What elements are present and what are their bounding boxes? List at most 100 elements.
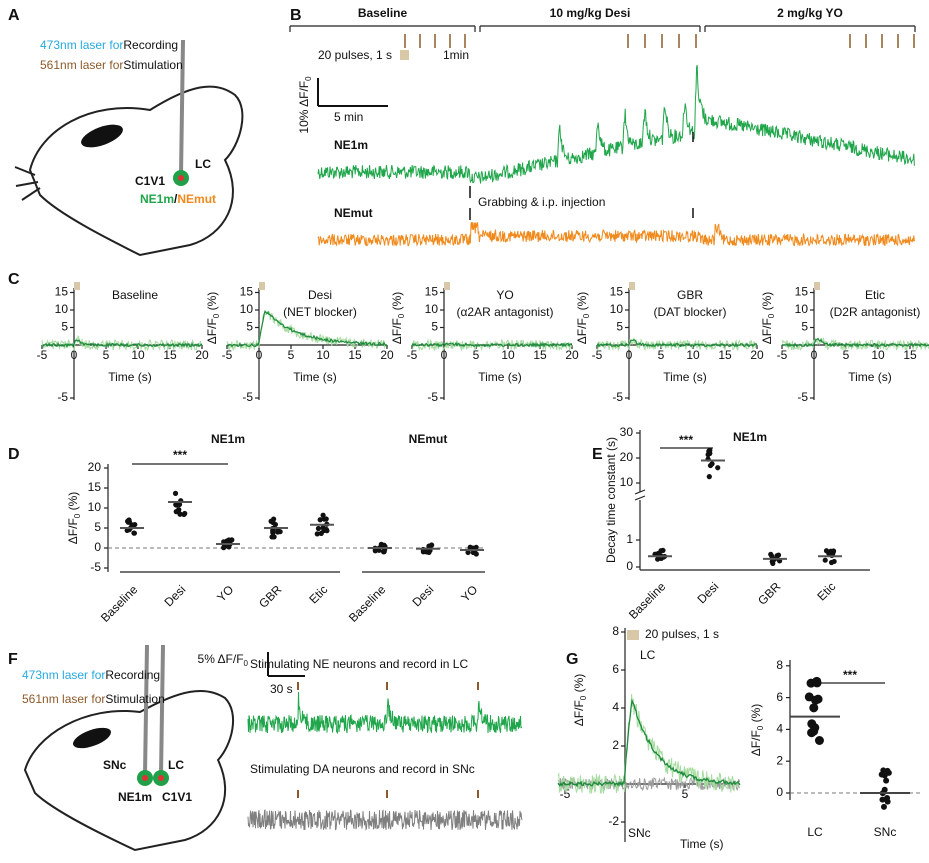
dot bbox=[321, 516, 327, 522]
x-tick-label: 5 bbox=[288, 348, 295, 362]
significance: *** bbox=[173, 448, 187, 462]
dot bbox=[709, 461, 715, 467]
plot-title: Etic bbox=[865, 288, 885, 302]
y-tick-label: 1 bbox=[626, 532, 633, 546]
panel-label: E bbox=[592, 446, 603, 463]
dot bbox=[131, 530, 138, 536]
dot bbox=[814, 735, 824, 745]
text-part: Stimulation bbox=[123, 58, 182, 72]
whiskers bbox=[14, 166, 41, 201]
x-tick-label: 10 bbox=[131, 348, 145, 362]
y-tick-label: 20 bbox=[620, 450, 634, 464]
x-tick-label: LC bbox=[807, 825, 823, 839]
site-label: SNc bbox=[103, 758, 127, 772]
text-part: 0 bbox=[73, 513, 82, 518]
y-tick-label: -5 bbox=[612, 390, 623, 404]
text-part: (%) bbox=[572, 674, 586, 696]
text-part: ΔF/F bbox=[205, 318, 219, 344]
stim-block bbox=[627, 630, 639, 640]
site-core bbox=[158, 775, 164, 781]
text-part: ΔF/F bbox=[749, 730, 763, 756]
scale-label: 5 min bbox=[334, 110, 363, 124]
signal-trace bbox=[411, 341, 573, 348]
site-label: LC bbox=[168, 758, 184, 772]
dot bbox=[182, 510, 188, 517]
text-part: NE1m bbox=[140, 192, 174, 206]
x-tick-label: 0 bbox=[441, 348, 448, 362]
mouse-head bbox=[28, 85, 244, 257]
trace-label: NEmut bbox=[334, 206, 373, 220]
text-part: 0 bbox=[579, 695, 588, 700]
stim-block bbox=[814, 282, 820, 290]
x-tick-label: 10 bbox=[686, 348, 700, 362]
dot bbox=[315, 525, 322, 532]
dot bbox=[177, 511, 183, 517]
text-part: (%) bbox=[749, 704, 763, 726]
y-tick-label: 8 bbox=[612, 624, 619, 638]
text-part: 561nm laser for bbox=[22, 692, 105, 706]
x-axis-label: Time (s) bbox=[663, 370, 707, 384]
mouse-head bbox=[23, 689, 234, 852]
text-part: 473nm laser for bbox=[40, 38, 123, 52]
x-tick-label: 10 bbox=[316, 348, 330, 362]
pulses-label: 20 pulses, 1 s bbox=[645, 627, 719, 641]
y-axis-label: ΔF/F0 (%) bbox=[749, 704, 765, 756]
y-tick-label: 15 bbox=[610, 285, 624, 299]
sensor-label: NE1m/NEmut bbox=[140, 192, 216, 206]
y-tick-label: 10 bbox=[610, 302, 624, 316]
y-tick-label: -5 bbox=[427, 390, 438, 404]
x-tick-label: GBR bbox=[755, 579, 784, 608]
y-axis-label: ΔF/F0 (%) bbox=[66, 492, 82, 544]
stim-block bbox=[259, 282, 265, 290]
text-part: ΔF/F bbox=[66, 518, 80, 544]
y-tick-label: 5 bbox=[801, 320, 808, 334]
text-part: Recording bbox=[105, 668, 160, 682]
scale-label: 10% ΔF/F0 bbox=[297, 76, 313, 134]
plot-title: GBR bbox=[677, 288, 703, 302]
y-tick-label: 30 bbox=[620, 425, 634, 439]
x-tick-label: SNc bbox=[874, 825, 897, 839]
x-tick-label: 10 bbox=[501, 348, 515, 362]
dot bbox=[272, 521, 278, 528]
text-part: ΔF/F bbox=[390, 318, 404, 344]
text-part: 473nm laser for bbox=[22, 668, 105, 682]
stim-block bbox=[74, 282, 80, 290]
signal-trace bbox=[596, 338, 758, 348]
signal-trace bbox=[557, 693, 741, 794]
x-tick-label: YO bbox=[458, 582, 480, 604]
text-part: Stimulation bbox=[105, 692, 164, 706]
x-axis-label: Time (s) bbox=[680, 837, 724, 851]
text-part: (%) bbox=[390, 292, 404, 314]
y-tick-label: 0 bbox=[94, 540, 101, 554]
text-part: ΔF/F bbox=[760, 318, 774, 344]
dot bbox=[323, 526, 329, 533]
y-tick-label: 5 bbox=[616, 320, 623, 334]
y-tick-label: 6 bbox=[612, 662, 619, 676]
dot bbox=[884, 795, 891, 802]
y-tick-label: 10 bbox=[620, 475, 634, 489]
y-axis-label: ΔF/F0 (%) bbox=[760, 292, 776, 344]
lc-site-core bbox=[178, 175, 184, 181]
dot bbox=[270, 528, 276, 534]
laser-text: 473nm laser forRecording bbox=[40, 38, 178, 52]
y-axis-label: ΔF/F0 (%) bbox=[575, 292, 591, 344]
optic-fiber bbox=[179, 39, 185, 176]
y-tick-label: 0 bbox=[776, 785, 783, 799]
dot bbox=[320, 512, 326, 518]
dot bbox=[221, 545, 227, 551]
y-tick-label: 8 bbox=[776, 658, 783, 672]
x-tick-label: 5 bbox=[103, 348, 110, 362]
mouse-eye bbox=[81, 124, 123, 148]
x-tick-label: Baseline bbox=[346, 582, 389, 625]
dot bbox=[804, 692, 814, 702]
dot bbox=[277, 529, 283, 535]
text-part: ΔF/F bbox=[572, 700, 586, 726]
phase-label: 2 mg/kg YO bbox=[777, 6, 843, 20]
dot bbox=[269, 534, 275, 540]
x-tick-label: Desi bbox=[694, 579, 721, 606]
text-part: / bbox=[174, 192, 178, 206]
y-tick-label: -5 bbox=[57, 390, 68, 404]
dot bbox=[314, 531, 320, 537]
significance: *** bbox=[679, 433, 693, 447]
